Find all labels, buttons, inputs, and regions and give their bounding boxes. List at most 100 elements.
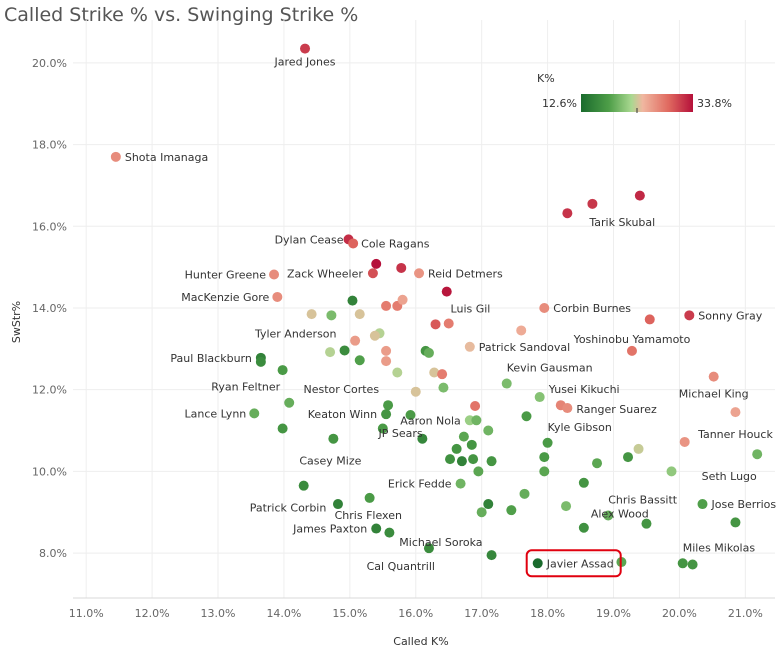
point-label: Corbin Burnes <box>553 302 631 315</box>
data-point <box>300 43 311 54</box>
data-point <box>381 356 392 367</box>
legend-min-label: 12.6% <box>542 97 577 110</box>
point-label: Lance Lynn <box>185 407 247 420</box>
data-point <box>592 458 603 469</box>
x-tick-label: 14.0% <box>266 607 301 620</box>
point-label: Dylan Cease <box>275 233 344 246</box>
data-point <box>471 415 482 426</box>
data-point <box>501 378 512 389</box>
data-point <box>298 480 309 491</box>
data-point <box>539 466 550 477</box>
data-point <box>587 198 598 209</box>
data-point <box>325 347 336 358</box>
point-label: Patrick Sandoval <box>479 341 570 354</box>
data-point <box>666 466 677 477</box>
data-point <box>677 558 688 569</box>
data-point <box>456 456 467 467</box>
data-point <box>423 347 434 358</box>
point-label: James Paxton <box>292 523 367 536</box>
chart-title: Called Strike % vs. Swinging Strike % <box>4 4 359 26</box>
data-point <box>347 295 358 306</box>
x-tick-label: 16.0% <box>398 607 433 620</box>
data-point <box>354 355 365 366</box>
data-point <box>578 522 589 533</box>
legend-title: K% <box>537 72 555 85</box>
point-label: Chris Flexen <box>335 509 402 522</box>
data-point <box>445 454 456 465</box>
data-point <box>364 492 375 503</box>
data-point <box>730 407 741 418</box>
point-label: Ryan Feltner <box>211 381 280 394</box>
point-label: Shota Imanaga <box>125 151 208 164</box>
data-point <box>371 523 382 534</box>
data-point <box>476 507 487 518</box>
data-point <box>623 452 634 463</box>
point-label: Tarik Skubal <box>588 216 655 229</box>
gridlines <box>73 20 775 598</box>
y-tick-label: 10.0% <box>32 465 67 478</box>
point-label: Aaron Nola <box>400 414 461 427</box>
point-label: Jose Berrios <box>710 498 776 511</box>
data-point <box>466 439 477 450</box>
data-point <box>468 454 479 465</box>
data-point <box>519 488 530 499</box>
data-points <box>110 43 763 570</box>
data-point <box>339 345 350 356</box>
point-label: Sonny Gray <box>698 309 762 322</box>
data-point <box>438 382 449 393</box>
data-point <box>633 443 644 454</box>
legend-max-label: 33.8% <box>697 97 732 110</box>
point-label: Miles Mikolas <box>683 541 756 554</box>
data-point <box>328 433 339 444</box>
data-point <box>486 456 497 467</box>
data-point <box>708 371 719 382</box>
point-label: Keaton Winn <box>308 408 377 421</box>
point-label: Zack Wheeler <box>287 267 363 280</box>
y-tick-label: 16.0% <box>32 220 67 233</box>
data-point <box>249 408 260 419</box>
x-tick-label: 17.0% <box>464 607 499 620</box>
data-point <box>405 410 416 421</box>
data-point <box>371 258 382 269</box>
data-point <box>679 436 690 447</box>
data-point <box>561 501 572 512</box>
point-label: Reid Detmers <box>428 267 503 280</box>
data-point <box>455 478 466 489</box>
data-point <box>429 367 440 378</box>
y-tick-label: 8.0% <box>39 547 67 560</box>
data-point <box>397 294 408 305</box>
point-label: Seth Lugo <box>702 470 757 483</box>
data-point <box>417 433 428 444</box>
data-point <box>506 505 517 516</box>
data-point <box>486 550 497 561</box>
point-label: Jared Jones <box>274 56 336 69</box>
data-point <box>542 437 553 448</box>
data-point <box>687 559 698 570</box>
data-point <box>255 356 266 367</box>
y-tick-label: 18.0% <box>32 139 67 152</box>
y-axis-title: SwStr% <box>10 301 23 343</box>
point-label: Cole Ragans <box>361 237 430 250</box>
x-tick-label: 12.0% <box>135 607 170 620</box>
data-point <box>532 558 543 569</box>
x-tick-label: 21.0% <box>728 607 763 620</box>
data-point <box>430 319 441 330</box>
y-axis-ticks: 8.0% 10.0% 12.0% 14.0% 16.0% 18.0% 20.0% <box>32 57 67 560</box>
highlight-box <box>525 549 622 578</box>
point-label: JP Sears <box>378 427 423 440</box>
x-tick-label: 11.0% <box>69 607 104 620</box>
x-tick-label: 13.0% <box>201 607 236 620</box>
data-point <box>539 302 550 313</box>
data-point <box>641 518 652 529</box>
point-label: Tyler Anderson <box>254 327 337 340</box>
point-label: Paul Blackburn <box>170 352 251 365</box>
data-point <box>423 543 434 554</box>
point-label: Kevin Gausman <box>507 362 593 375</box>
data-point <box>326 310 337 321</box>
data-point <box>384 527 395 538</box>
data-point <box>451 443 462 454</box>
point-label: Casey Mize <box>299 455 361 468</box>
x-axis-ticks: 11.0% 12.0% 13.0% 14.0% 15.0% 16.0% 17.0% 18.0%… <box>69 607 763 620</box>
point-label: Kyle Gibson <box>548 421 612 434</box>
